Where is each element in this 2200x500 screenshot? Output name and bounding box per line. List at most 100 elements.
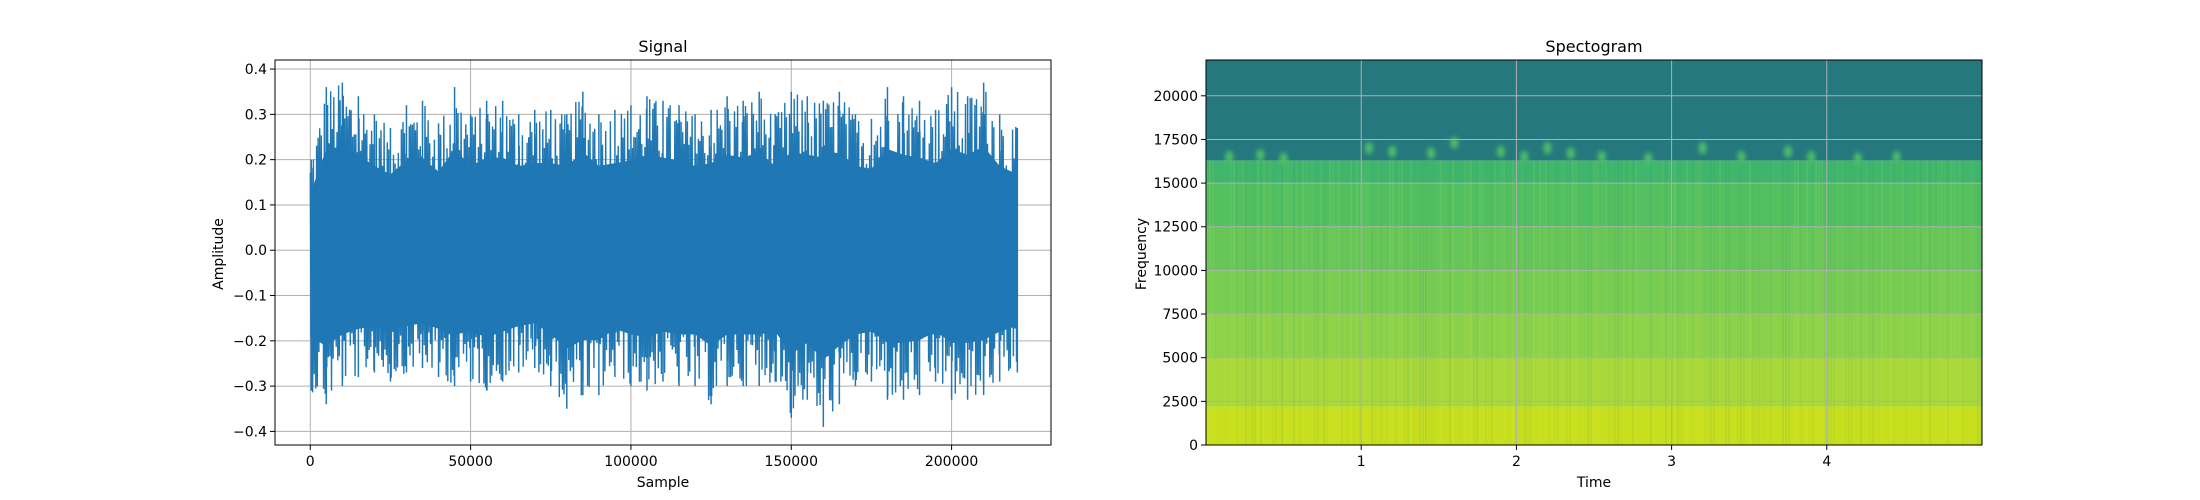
spectrogram-streak — [1833, 160, 1835, 445]
spectrogram-streak — [1395, 160, 1397, 445]
spectrogram-streak — [1914, 160, 1916, 445]
spectrogram-streak — [1959, 160, 1961, 445]
spectrogram-streak — [1461, 160, 1463, 445]
spectrogram-streak — [1575, 160, 1577, 445]
spectrogram-streak — [1686, 160, 1688, 445]
spectrogram-streak — [1272, 160, 1274, 445]
spectrogram-streak — [1275, 160, 1277, 445]
signal-x-tick-label: 0 — [306, 454, 315, 470]
spectrogram-x-tick-label: 3 — [1667, 454, 1676, 470]
spectrogram-streak — [1731, 160, 1733, 445]
signal-x-tick-label: 50000 — [448, 454, 493, 470]
spectrogram-streak — [1545, 160, 1547, 445]
spectrogram-streak — [1281, 160, 1283, 445]
spectrogram-streak — [1791, 160, 1793, 445]
spectrogram-streak — [1974, 160, 1976, 445]
signal-x-tick-label: 200000 — [925, 454, 978, 470]
spectrogram-y-tick-label: 15000 — [1153, 176, 1198, 192]
spectrogram-streak — [1488, 160, 1490, 445]
spectrogram-y-tick-label: 5000 — [1162, 351, 1198, 367]
spectrogram-streak — [1215, 160, 1217, 445]
spectrogram-streak — [1362, 160, 1364, 445]
spectrogram-burst — [1364, 142, 1373, 155]
spectrogram-streak — [1290, 160, 1292, 445]
spectrogram-streak — [1242, 160, 1244, 445]
spectrogram-streak — [1794, 160, 1796, 445]
spectrogram-streak — [1980, 160, 1982, 445]
spectrogram-burst — [1427, 147, 1436, 160]
spectrogram-ylabel: Frequency — [1134, 218, 1150, 290]
spectrogram-streak — [1434, 160, 1436, 445]
spectrogram-streak — [1536, 160, 1538, 445]
spectrogram-streak — [1737, 160, 1739, 445]
spectrogram-streak — [1740, 160, 1742, 445]
spectrogram-streak — [1782, 160, 1784, 445]
spectrogram-streak — [1593, 160, 1595, 445]
spectrogram-streak — [1887, 160, 1889, 445]
spectrogram-streak — [1518, 160, 1520, 445]
spectrogram-streak — [1410, 160, 1412, 445]
spectrogram-streak — [1230, 160, 1232, 445]
spectrogram-band — [1206, 60, 1982, 161]
spectrogram-streak — [1734, 160, 1736, 445]
spectrogram-streak — [1287, 160, 1289, 445]
spectrogram-band — [1206, 226, 1982, 271]
signal-y-tick-label: 0.1 — [245, 198, 267, 214]
spectrogram-streak — [1233, 160, 1235, 445]
signal-title: Signal — [638, 37, 687, 56]
spectrogram-streak — [1551, 160, 1553, 445]
spectrogram-streak — [1404, 160, 1406, 445]
spectrogram-y-tick-label: 0 — [1189, 438, 1198, 454]
spectrogram-streak — [1644, 160, 1646, 445]
spectrogram-streak — [1527, 160, 1529, 445]
spectrogram-streak — [1953, 160, 1955, 445]
spectrogram-streak — [1647, 160, 1649, 445]
spectrogram-streak — [1521, 160, 1523, 445]
spectrogram-streak — [1623, 160, 1625, 445]
spectrogram-streak — [1611, 160, 1613, 445]
spectrogram-streak — [1239, 160, 1241, 445]
spectrogram-streak — [1971, 160, 1973, 445]
spectrogram-streak — [1650, 160, 1652, 445]
spectrogram-streak — [1530, 160, 1532, 445]
spectrogram-burst — [1807, 150, 1816, 163]
spectrogram-streak — [1923, 160, 1925, 445]
spectrogram-streak — [1956, 160, 1958, 445]
spectrogram-streak — [1884, 160, 1886, 445]
spectrogram-streak — [1896, 160, 1898, 445]
spectrogram-streak — [1227, 160, 1229, 445]
spectrogram-title: Spectogram — [1545, 37, 1642, 56]
spectrogram-streak — [1716, 160, 1718, 445]
spectrogram-streak — [1359, 160, 1361, 445]
spectrogram-streak — [1848, 160, 1850, 445]
spectrogram-streak — [1890, 160, 1892, 445]
signal-y-tick-label: 0.2 — [245, 153, 267, 169]
spectrogram-streak — [1320, 160, 1322, 445]
spectrogram-streak — [1872, 160, 1874, 445]
spectrogram-streak — [1698, 160, 1700, 445]
spectrogram-streak — [1602, 160, 1604, 445]
spectrogram-streak — [1752, 160, 1754, 445]
spectrogram-streak — [1269, 160, 1271, 445]
signal-ylabel: Amplitude — [211, 218, 227, 290]
spectrogram-streak — [1254, 160, 1256, 445]
signal-axes-frame — [274, 59, 1052, 446]
spectrogram-streak — [1665, 160, 1667, 445]
spectrogram-streak — [1917, 160, 1919, 445]
spectrogram-streak — [1380, 160, 1382, 445]
spectrogram-streak — [1332, 160, 1334, 445]
spectrogram-streak — [1356, 160, 1358, 445]
signal-y-tick-label: −0.2 — [233, 334, 267, 350]
spectrogram-streak — [1812, 160, 1814, 445]
spectrogram-streak — [1620, 160, 1622, 445]
spectrogram-streak — [1875, 160, 1877, 445]
spectrogram-streak — [1578, 160, 1580, 445]
spectrogram-band — [1206, 183, 1982, 227]
signal-xlabel: Sample — [637, 475, 690, 491]
signal-y-tick-label: −0.1 — [233, 289, 267, 305]
spectrogram-streak — [1761, 160, 1763, 445]
spectrogram-streak — [1704, 160, 1706, 445]
spectrogram-streak — [1335, 160, 1337, 445]
spectrogram-streak — [1950, 160, 1952, 445]
